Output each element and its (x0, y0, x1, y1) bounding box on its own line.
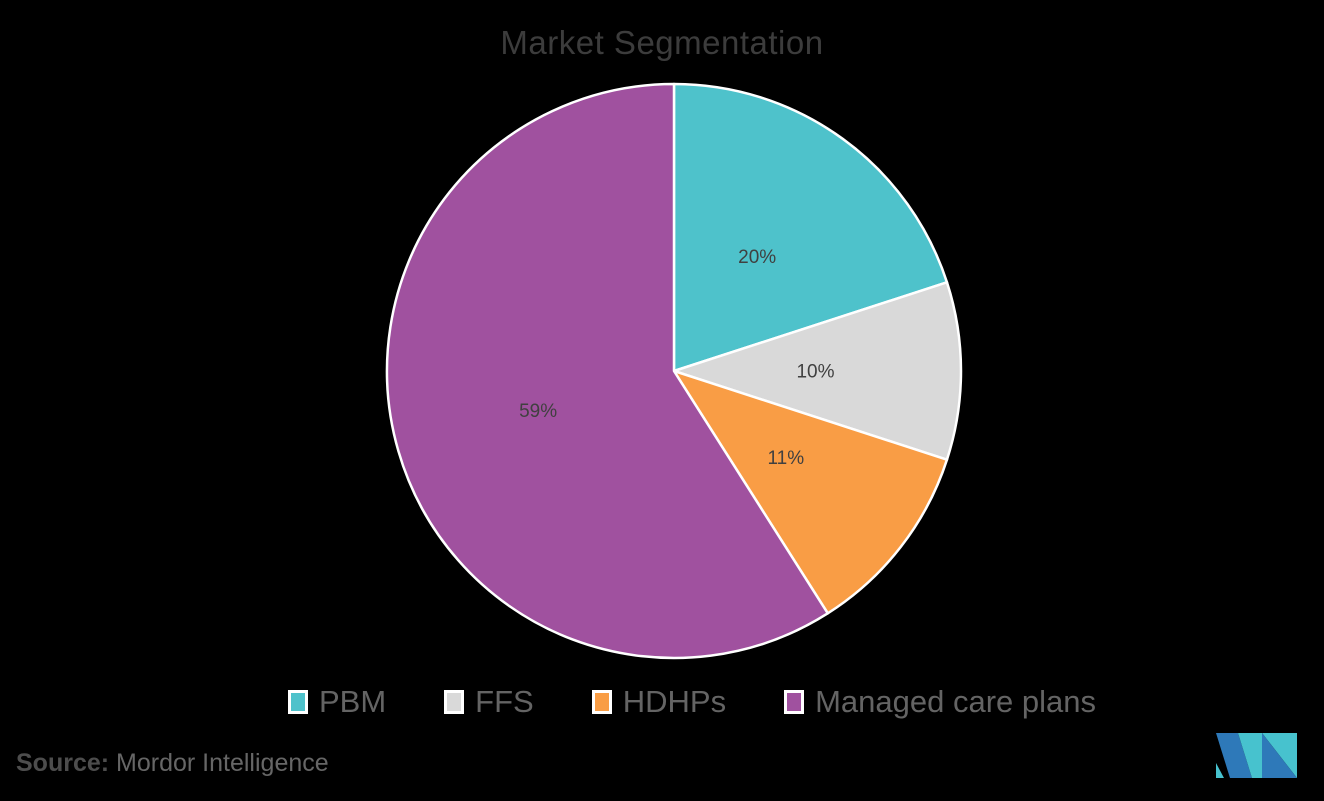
logo-left-stroke (1216, 733, 1252, 778)
chart-title: Market Segmentation (500, 24, 824, 61)
pie-slice-hdhps (672, 369, 949, 615)
mordor-intelligence-logo (1216, 733, 1297, 778)
legend-label-ffs: FFS (475, 684, 534, 719)
legend-swatch-managed-care-plans (784, 690, 805, 714)
legend-item-hdhps: HDHPs (591, 684, 727, 720)
logo-right-stroke (1262, 733, 1297, 778)
data-label-pbm: 20% (738, 247, 776, 268)
legend-item-ffs: FFS (444, 684, 534, 720)
data-label-ffs: 10% (796, 362, 834, 383)
legend-label-hdhps: HDHPs (622, 684, 727, 719)
legend-label-managed-care-plans: Managed care plans (815, 684, 1096, 719)
source-label: Source: (16, 749, 110, 777)
data-label-hdhps: 11% (767, 448, 804, 469)
data-label-managed-care-plans: 59% (519, 401, 557, 422)
legend-swatch-hdhps (591, 690, 612, 714)
pie-slice-pbm (672, 82, 949, 373)
legend-item-managed-care-plans: Managed care plans (784, 684, 1096, 720)
pie-slice-ffs (672, 281, 963, 461)
legend-item-pbm: PBM (287, 684, 387, 720)
legend-label-pbm: PBM (318, 684, 387, 719)
pie-slice-managed-care-plans (385, 82, 830, 660)
pie-chart: 20% 10% 11% 59% (385, 82, 963, 660)
source-text: Mordor Intelligence (116, 749, 329, 777)
logo-left-notch (1216, 763, 1224, 778)
logo-middle-stroke (1238, 733, 1262, 778)
source-line: Source: Mordor Intelligence (16, 749, 329, 778)
legend-swatch-ffs (444, 690, 465, 714)
legend-swatch-pbm (287, 690, 308, 714)
legend: PBM FFS HDHPs Managed care plans (0, 684, 1324, 720)
